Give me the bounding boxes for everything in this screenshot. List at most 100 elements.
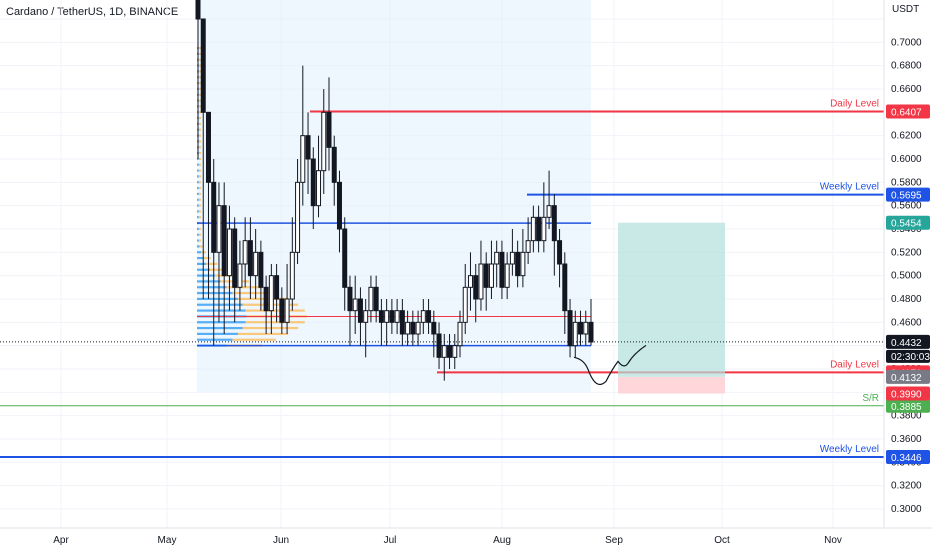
candle <box>452 345 458 358</box>
candle <box>399 310 405 335</box>
volume-profile-bar <box>198 46 201 50</box>
target-box <box>618 222 725 377</box>
volume-profile-bar <box>198 216 201 219</box>
candle <box>253 251 259 277</box>
x-tick-label: Aug <box>493 535 511 546</box>
countdown-text: 02:30:03 <box>891 352 930 363</box>
y-tick-label: 0.3800 <box>891 411 922 422</box>
candle <box>509 251 515 265</box>
x-tick-label: Jun <box>273 535 289 546</box>
projection-path <box>573 344 647 385</box>
candle <box>384 310 390 323</box>
x-tick-label: Oct <box>714 535 730 546</box>
candle <box>216 205 222 253</box>
y-tick-label: 0.4800 <box>891 294 922 305</box>
volume-profile-bar <box>197 274 215 277</box>
volume-profile-bar <box>198 128 201 131</box>
candle <box>363 310 369 323</box>
volume-profile-bar <box>198 58 201 61</box>
volume-profile-bar <box>226 286 263 289</box>
volume-profile-bar <box>197 286 227 289</box>
volume-profile-bar <box>232 291 276 295</box>
volume-profile-bar <box>245 309 305 312</box>
candle <box>447 345 453 358</box>
candle <box>326 111 332 148</box>
volume-profile-bar <box>198 87 201 90</box>
candle <box>536 216 542 242</box>
candle <box>494 251 500 265</box>
y-tick-label: 0.3000 <box>891 504 922 515</box>
candle <box>515 251 521 277</box>
price-tag-text: 0.5454 <box>891 219 922 230</box>
volume-profile-bar <box>197 262 207 265</box>
level-tag <box>886 187 930 202</box>
volume-profile-bar <box>197 233 199 236</box>
volume-profile-bar <box>197 326 243 330</box>
y-tick-label: 0.5800 <box>891 177 922 188</box>
volume-profile-bar <box>238 332 289 335</box>
candle <box>211 181 217 253</box>
volume-profile-bar <box>198 111 201 114</box>
volume-profile-bar <box>197 291 233 295</box>
volume-profile-bar <box>197 256 204 260</box>
level-tag-text: 0.3446 <box>891 453 922 464</box>
candle <box>279 298 285 323</box>
volume-profile-bar <box>198 157 201 160</box>
candle <box>441 345 447 358</box>
volume-profile-bar <box>198 186 201 190</box>
candle <box>467 275 473 288</box>
candle <box>289 251 295 300</box>
y-tick-label: 0.5200 <box>891 247 922 258</box>
price-tag <box>886 386 930 401</box>
x-tick-label: May <box>158 535 177 546</box>
candle <box>342 228 348 288</box>
level-label: Weekly Level <box>820 444 879 455</box>
countdown-tag <box>886 349 930 363</box>
price-tag <box>886 334 930 349</box>
candle <box>415 321 421 335</box>
volume-profile-bar <box>242 326 299 330</box>
volume-profile-bar <box>198 140 201 143</box>
candle <box>499 251 505 288</box>
volume-profile-bar <box>198 105 201 108</box>
volume-profile-bar <box>198 210 201 213</box>
volume-profile-bar <box>197 192 199 195</box>
x-tick-label: Sep <box>605 535 623 546</box>
price-axis <box>884 0 932 528</box>
candle <box>572 321 578 347</box>
candle <box>541 216 547 242</box>
volume-profile-bar <box>199 245 203 248</box>
volume-profile-bar <box>245 321 305 324</box>
level-tag <box>886 449 930 464</box>
volume-profile-bar <box>198 134 201 137</box>
volume-profile-bar <box>238 297 289 300</box>
y-tick-label: 0.6800 <box>891 61 922 72</box>
volume-profile-bar <box>198 64 201 67</box>
level-tag-text: 0.3885 <box>891 402 922 413</box>
candle <box>478 263 484 300</box>
volume-profile-bar <box>197 204 199 207</box>
volume-profile-bar <box>198 175 201 178</box>
chart-title: Cardano / TetherUS, 1D, BINANCE <box>6 6 179 18</box>
candle <box>457 321 463 347</box>
y-tick-label: 0.4600 <box>891 317 922 328</box>
candle <box>378 310 384 323</box>
candle <box>483 263 489 288</box>
volume-profile-bar <box>197 239 199 242</box>
price-tag-text: 0.4132 <box>891 373 922 384</box>
candle <box>200 18 206 113</box>
volume-profile-bar <box>197 303 243 306</box>
candle <box>557 240 563 265</box>
candle <box>567 310 573 347</box>
stop-box <box>618 376 725 394</box>
candle <box>504 263 510 288</box>
volume-profile-bar <box>197 210 199 213</box>
level-tag-text: 0.5695 <box>891 191 922 202</box>
volume-profile-bar <box>197 251 201 254</box>
volume-profile-bar <box>232 338 276 341</box>
volume-profile-bar <box>198 204 201 207</box>
volume-profile-bar <box>198 151 201 155</box>
candle <box>221 205 227 277</box>
y-tick-label: 0.5600 <box>891 201 922 212</box>
